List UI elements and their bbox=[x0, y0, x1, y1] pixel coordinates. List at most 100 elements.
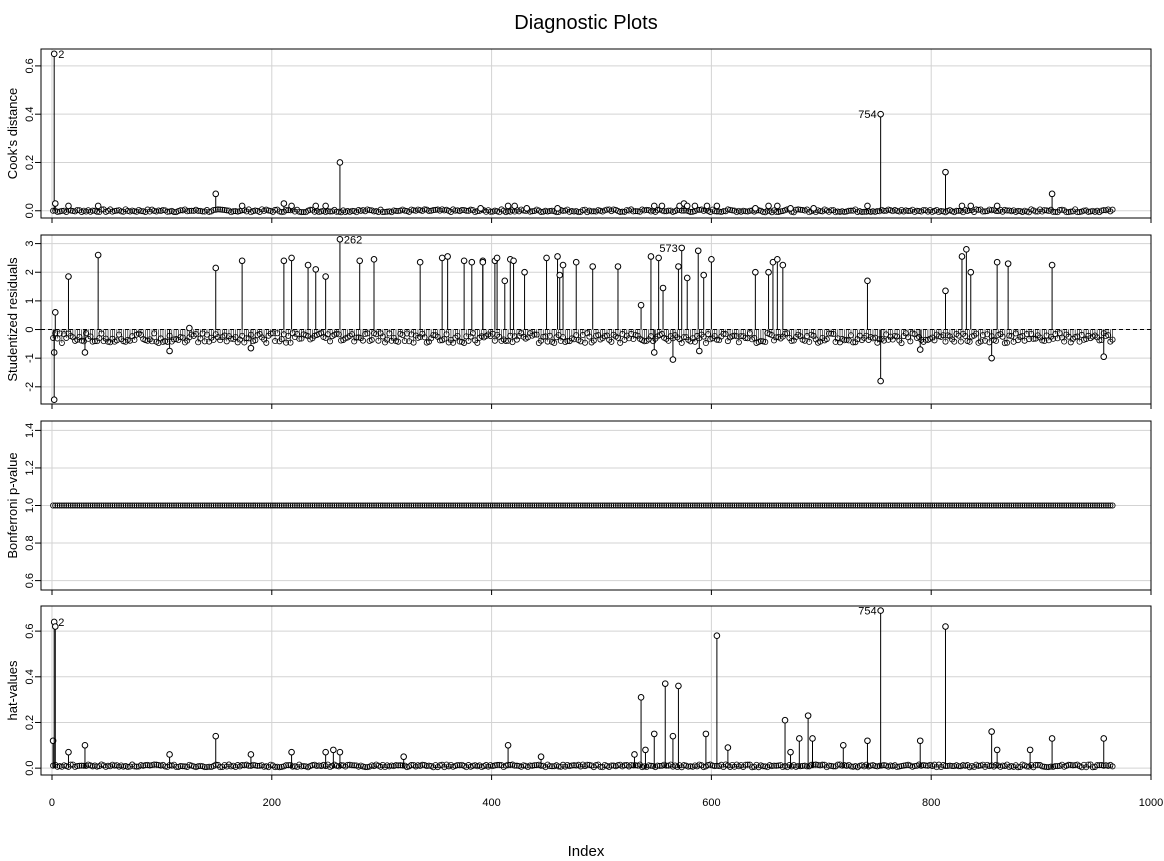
data-point bbox=[50, 502, 57, 509]
data-point bbox=[806, 338, 813, 345]
data-point bbox=[678, 244, 686, 252]
data-point bbox=[261, 763, 268, 770]
data-point bbox=[678, 502, 685, 509]
data-point bbox=[828, 502, 835, 509]
data-point bbox=[556, 271, 564, 279]
cooks-grid bbox=[41, 49, 1152, 218]
data-point bbox=[568, 502, 575, 509]
data-point bbox=[496, 502, 503, 509]
data-point bbox=[520, 502, 527, 509]
data-point bbox=[766, 502, 773, 509]
data-point bbox=[397, 502, 404, 509]
point-label: 754 bbox=[858, 606, 876, 618]
data-point bbox=[223, 338, 230, 345]
data-point bbox=[192, 330, 199, 337]
data-point bbox=[408, 502, 415, 509]
data-point bbox=[869, 502, 876, 509]
data-point bbox=[445, 502, 452, 509]
data-point bbox=[584, 761, 591, 768]
data-point bbox=[208, 502, 215, 509]
data-point bbox=[839, 762, 846, 769]
data-point bbox=[1109, 336, 1116, 343]
data-point bbox=[456, 338, 463, 345]
data-point bbox=[542, 502, 549, 509]
data-point bbox=[1074, 209, 1081, 216]
data-point bbox=[1010, 502, 1017, 509]
data-point bbox=[955, 207, 962, 214]
data-point bbox=[406, 502, 413, 509]
data-point bbox=[166, 751, 173, 758]
data-point bbox=[966, 338, 973, 345]
data-point bbox=[94, 202, 102, 210]
data-point bbox=[815, 761, 822, 768]
data-point bbox=[151, 502, 158, 509]
data-point bbox=[1061, 502, 1068, 509]
data-point bbox=[817, 502, 824, 509]
bonferroni-y-axis: 0.6 0.8 1.0 1.2 1.4 bbox=[24, 423, 1152, 595]
data-point bbox=[491, 762, 498, 769]
data-point bbox=[296, 208, 303, 215]
data-point bbox=[511, 502, 518, 509]
data-point bbox=[521, 268, 528, 276]
data-point bbox=[1039, 502, 1046, 509]
data-point bbox=[979, 502, 986, 509]
data-point bbox=[880, 337, 887, 344]
data-point bbox=[610, 502, 617, 509]
data-point bbox=[309, 762, 316, 769]
data-point bbox=[797, 206, 804, 213]
data-point bbox=[444, 253, 451, 260]
data-point bbox=[504, 742, 512, 749]
data-point bbox=[625, 502, 632, 509]
data-point bbox=[538, 502, 545, 509]
data-point bbox=[307, 502, 314, 509]
data-point bbox=[203, 764, 210, 771]
data-point bbox=[458, 502, 465, 509]
data-point bbox=[349, 207, 356, 214]
data-point bbox=[386, 502, 393, 509]
data-point bbox=[711, 502, 718, 509]
data-point bbox=[58, 502, 65, 509]
data-point bbox=[65, 748, 72, 756]
data-point bbox=[324, 502, 331, 509]
data-point bbox=[168, 502, 175, 509]
data-point bbox=[487, 502, 494, 509]
data-point bbox=[87, 502, 94, 509]
data-point bbox=[735, 339, 742, 346]
data-point bbox=[698, 502, 705, 509]
data-point bbox=[1043, 332, 1050, 339]
data-point bbox=[876, 502, 883, 509]
data-point bbox=[573, 502, 580, 509]
x-tick-label: 0 bbox=[49, 797, 55, 809]
data-point bbox=[254, 502, 261, 509]
data-point bbox=[450, 339, 457, 346]
data-point bbox=[507, 332, 514, 339]
y-tick-label: 3 bbox=[24, 241, 36, 247]
data-point bbox=[421, 502, 428, 509]
data-point bbox=[949, 502, 956, 509]
data-point bbox=[878, 502, 885, 509]
data-point bbox=[1015, 502, 1022, 509]
data-point bbox=[395, 338, 402, 345]
data-point bbox=[929, 502, 936, 509]
data-point bbox=[958, 253, 966, 260]
data-point bbox=[654, 502, 661, 509]
cooks-y-axis: 0.0 0.2 0.4 0.6 bbox=[24, 58, 1152, 223]
data-point bbox=[313, 502, 320, 509]
data-point bbox=[645, 762, 652, 769]
data-point bbox=[757, 337, 764, 344]
data-point bbox=[140, 502, 147, 509]
data-point bbox=[661, 502, 668, 509]
data-point bbox=[549, 502, 556, 509]
data-point bbox=[280, 257, 288, 265]
data-point bbox=[524, 502, 531, 509]
data-point bbox=[825, 762, 832, 769]
data-point bbox=[854, 502, 861, 509]
data-point bbox=[764, 502, 771, 509]
data-point bbox=[896, 502, 903, 509]
y-tick-label: 1.4 bbox=[24, 423, 36, 438]
data-point bbox=[696, 207, 703, 214]
data-point bbox=[1100, 353, 1108, 361]
chart-title: Diagnostic Plots bbox=[514, 12, 657, 34]
data-point bbox=[370, 256, 378, 263]
data-point bbox=[955, 763, 962, 770]
